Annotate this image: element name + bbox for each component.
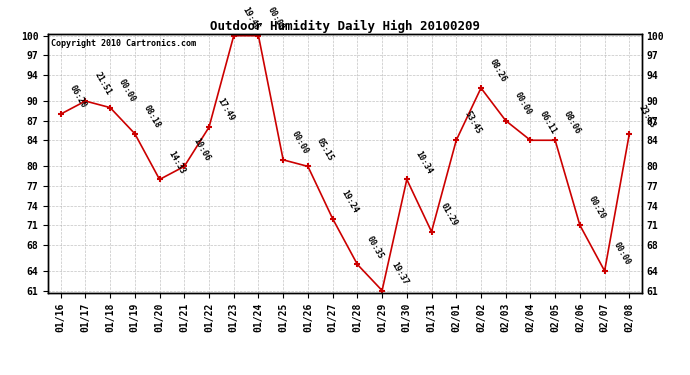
Text: 08:18: 08:18	[141, 104, 162, 129]
Text: 53:45: 53:45	[463, 110, 484, 136]
Text: 19:46: 19:46	[241, 5, 261, 32]
Text: 14:33: 14:33	[166, 149, 187, 175]
Text: 00:20: 00:20	[586, 195, 607, 221]
Text: 08:26: 08:26	[488, 58, 509, 84]
Text: 08:06: 08:06	[562, 110, 582, 136]
Text: 10:06: 10:06	[191, 136, 212, 162]
Text: 05:15: 05:15	[315, 136, 335, 162]
Text: Copyright 2010 Cartronics.com: Copyright 2010 Cartronics.com	[51, 39, 196, 48]
Text: 00:00: 00:00	[117, 77, 137, 104]
Title: Outdoor Humidity Daily High 20100209: Outdoor Humidity Daily High 20100209	[210, 20, 480, 33]
Text: 19:37: 19:37	[389, 260, 409, 286]
Text: 06:20: 06:20	[68, 84, 88, 110]
Text: 06:11: 06:11	[538, 110, 558, 136]
Text: 00:00: 00:00	[266, 5, 286, 32]
Text: 00:00: 00:00	[513, 90, 533, 117]
Text: 01:29: 01:29	[438, 201, 459, 228]
Text: 21:51: 21:51	[92, 71, 112, 97]
Text: 00:35: 00:35	[364, 234, 384, 260]
Text: 00:00: 00:00	[290, 129, 310, 156]
Text: 17:49: 17:49	[216, 97, 236, 123]
Text: 23:53: 23:53	[636, 104, 657, 129]
Text: 19:24: 19:24	[339, 188, 360, 214]
Text: 00:00: 00:00	[611, 241, 632, 267]
Text: 10:34: 10:34	[414, 149, 434, 175]
